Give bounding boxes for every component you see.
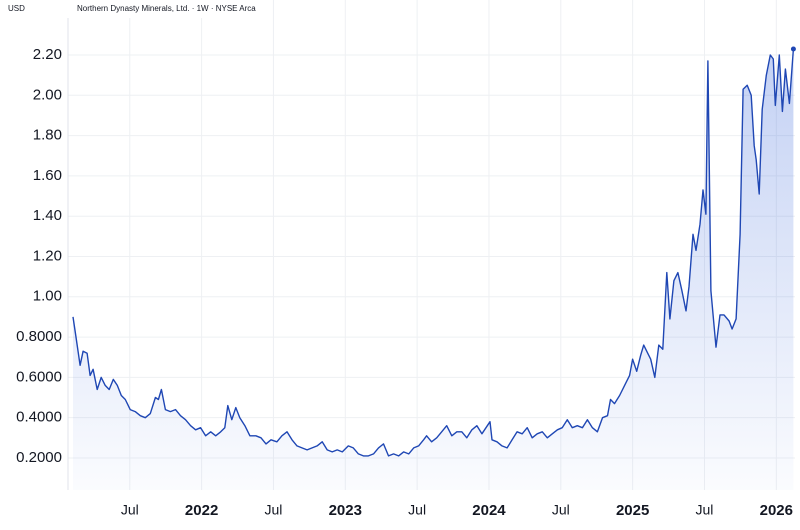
axes: 0.2000 0.4000 0.6000 0.8000 1.00 1.20 1.40 1.60… xyxy=(16,0,793,519)
y-tick-label: 1.00 xyxy=(33,288,62,305)
y-tick-label: 0.6000 xyxy=(16,368,62,385)
last-point xyxy=(790,46,796,52)
x-tick-label: Jul xyxy=(696,502,714,518)
x-tick-label: 2024 xyxy=(472,502,506,519)
x-tick-label: Jul xyxy=(408,502,426,518)
x-tick-label: Jul xyxy=(265,502,283,518)
y-tick-label: 1.80 xyxy=(33,127,62,144)
currency-label: USD xyxy=(8,4,25,13)
x-tick-label: 2023 xyxy=(329,502,362,519)
plot xyxy=(72,46,796,490)
area-fill xyxy=(73,49,794,490)
x-tick-label: 2026 xyxy=(760,502,793,519)
y-tick-label: 0.8000 xyxy=(16,328,62,345)
y-tick-label: 2.00 xyxy=(33,86,62,103)
price-line xyxy=(72,48,795,457)
y-tick-label: 2.20 xyxy=(33,46,62,63)
grid xyxy=(68,0,795,490)
y-tick-label: 1.20 xyxy=(33,247,62,264)
y-tick-label: 1.40 xyxy=(33,207,62,224)
header-bg xyxy=(0,0,250,18)
chart-title: Northern Dynasty Minerals, Ltd. · 1W · N… xyxy=(77,4,256,13)
y-tick-label: 0.2000 xyxy=(16,449,62,466)
y-tick-label: 0.4000 xyxy=(16,409,62,426)
x-tick-label: 2022 xyxy=(185,502,218,519)
x-tick-label: 2025 xyxy=(616,502,649,519)
y-tick-label: 1.60 xyxy=(33,167,62,184)
x-tick-label: Jul xyxy=(121,502,139,518)
x-tick-label: Jul xyxy=(552,502,570,518)
